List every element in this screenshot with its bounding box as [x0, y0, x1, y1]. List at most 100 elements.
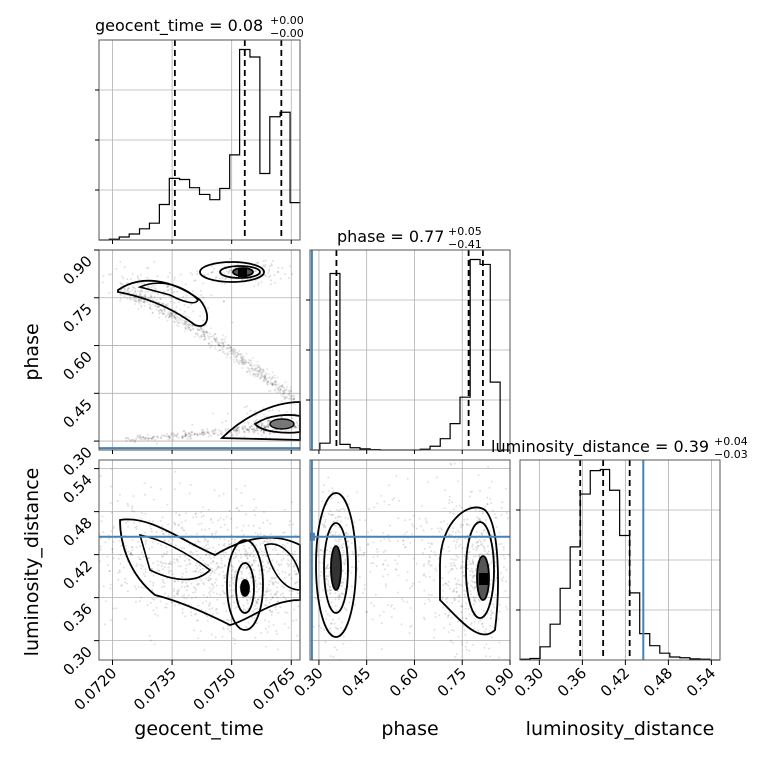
sample-point: [184, 519, 187, 522]
sample-point: [201, 431, 203, 433]
sample-point: [183, 585, 186, 588]
y-tick-label-luminosity_distance: 0.48: [59, 514, 95, 550]
sample-point: [105, 600, 107, 603]
sample-point: [448, 533, 451, 536]
y-tick-label-luminosity_distance: 0.54: [59, 471, 95, 507]
sample-point: [295, 559, 298, 562]
sample-point: [223, 565, 226, 567]
sample-point: [447, 631, 450, 634]
sample-point: [190, 611, 192, 614]
sample-point: [234, 431, 237, 434]
sample-point: [263, 540, 265, 543]
sample-point: [442, 627, 445, 629]
sample-point: [258, 377, 261, 380]
sample-point: [447, 571, 450, 574]
sample-point: [191, 273, 194, 276]
sample-point: [423, 563, 426, 566]
sample-point: [337, 596, 340, 599]
sample-point: [132, 286, 135, 289]
sample-point: [181, 526, 184, 529]
sample-point: [268, 382, 271, 385]
sample-point: [149, 295, 152, 298]
sample-point: [123, 287, 126, 290]
sample-point: [254, 414, 257, 417]
sample-point: [165, 316, 167, 319]
sample-point: [181, 608, 184, 611]
sample-point: [241, 427, 244, 429]
sample-point: [270, 279, 273, 282]
sample-point: [286, 554, 289, 557]
sample-point: [402, 543, 405, 546]
sample-point: [265, 599, 268, 602]
sample-point: [207, 539, 210, 542]
sample-point: [278, 384, 281, 387]
sample-point: [255, 602, 258, 605]
sample-point: [247, 359, 250, 361]
sample-point: [507, 517, 509, 520]
sample-point: [225, 346, 228, 349]
sample-point: [134, 290, 137, 293]
sample-point: [167, 438, 170, 441]
sample-point: [162, 308, 165, 311]
sample-point: [250, 425, 253, 428]
sample-point: [144, 493, 146, 496]
sample-point: [266, 368, 269, 371]
sample-point: [184, 567, 187, 570]
sample-point: [457, 635, 460, 638]
sample-point: [149, 602, 152, 604]
sample-point: [337, 540, 340, 543]
sample-point: [293, 570, 296, 573]
sample-point: [487, 550, 490, 553]
sample-point: [242, 430, 245, 433]
sample-point: [253, 368, 256, 371]
sample-point: [113, 525, 115, 528]
sample-point: [127, 504, 130, 507]
sample-point: [125, 522, 127, 524]
x-tick-label-geocent_time: 0.0750: [190, 664, 240, 714]
sample-point: [474, 555, 477, 558]
sample-point: [475, 530, 478, 533]
sample-point: [165, 606, 168, 609]
sample-point: [137, 299, 140, 302]
sample-point: [227, 347, 230, 350]
sample-point: [220, 341, 223, 344]
x-tick-label-luminosity_distance: 0.54: [683, 664, 719, 700]
sample-point: [102, 585, 105, 588]
sample-point: [171, 314, 174, 317]
sample-point: [208, 587, 211, 589]
sample-point: [138, 290, 141, 293]
sample-point: [205, 544, 207, 547]
sample-point: [408, 632, 411, 635]
sample-point: [362, 554, 365, 557]
sample-point: [470, 579, 473, 582]
y-tick-label-luminosity_distance: 0.30: [59, 643, 95, 679]
sample-point: [236, 430, 239, 433]
sample-point: [223, 591, 225, 594]
sample-point: [254, 579, 257, 582]
sample-point: [158, 305, 161, 308]
sample-point: [208, 527, 211, 530]
sample-point: [218, 494, 221, 497]
sample-point: [323, 524, 326, 527]
sample-point: [257, 432, 260, 435]
sample-point: [161, 312, 164, 315]
sample-point: [229, 352, 232, 355]
sample-point: [455, 653, 458, 655]
sample-point: [336, 590, 339, 592]
sample-point: [218, 429, 221, 432]
sample-point: [159, 436, 162, 439]
sample-point: [491, 611, 494, 614]
sample-point: [208, 336, 211, 338]
sample-point: [140, 438, 143, 441]
sample-point: [211, 533, 214, 536]
sample-point: [334, 517, 337, 520]
sample-point: [223, 577, 226, 579]
sample-point: [375, 548, 378, 551]
sample-point: [224, 551, 227, 554]
sample-point: [197, 335, 200, 337]
sample-point: [254, 429, 257, 432]
sample-point: [274, 379, 277, 382]
sample-point: [181, 435, 184, 438]
sample-point: [223, 344, 226, 347]
sample-point: [195, 613, 197, 616]
